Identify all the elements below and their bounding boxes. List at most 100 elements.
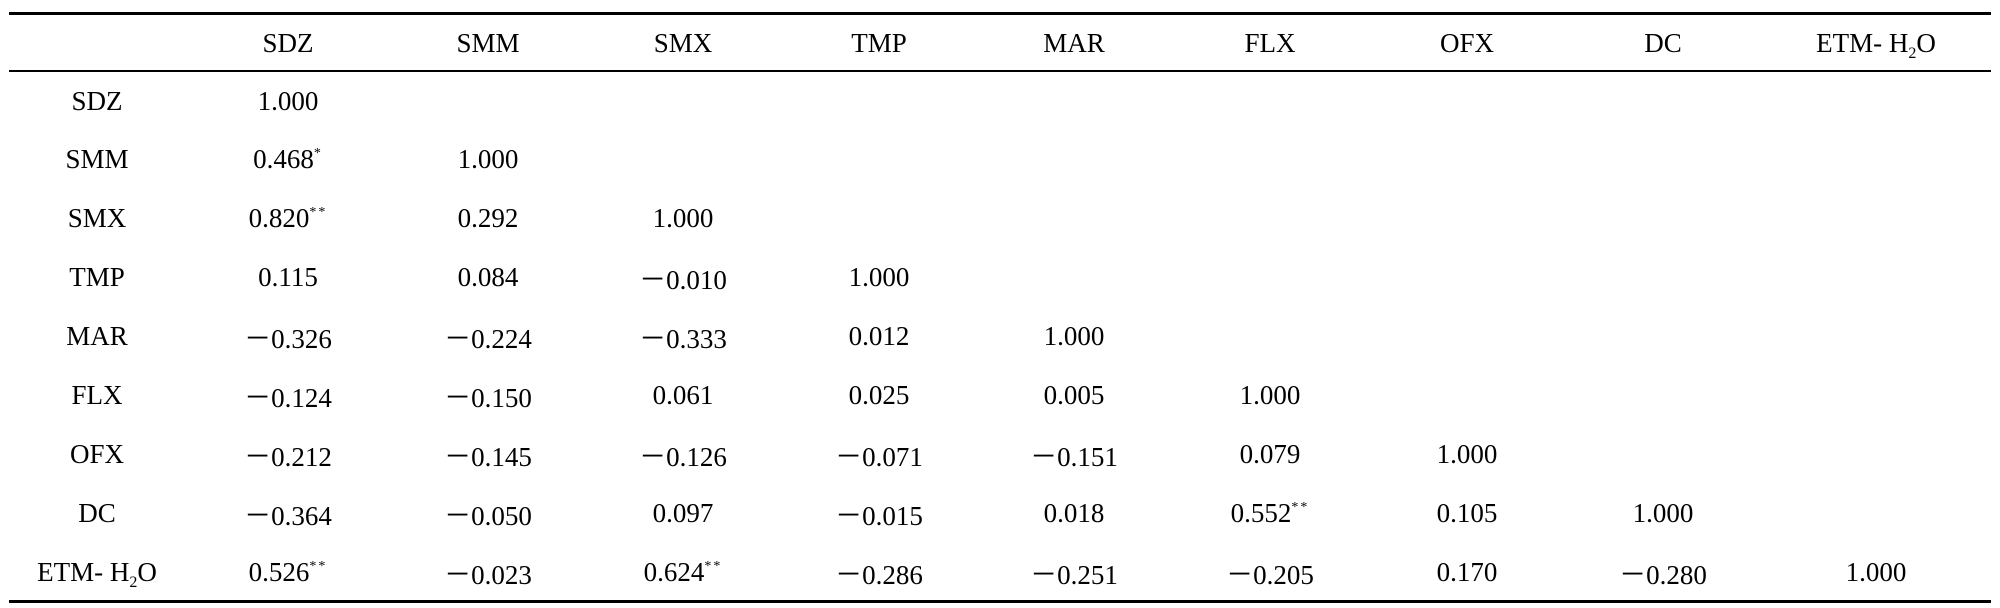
correlation-cell	[1171, 248, 1369, 307]
correlation-value: －0.286	[835, 560, 923, 590]
correlation-cell	[1369, 71, 1565, 130]
correlation-value: 0.084	[457, 262, 519, 292]
correlation-value: 0.820	[248, 203, 310, 233]
correlation-value: －0.333	[639, 324, 727, 354]
correlation-cell: 0.292	[391, 189, 585, 248]
correlation-cell	[1171, 307, 1369, 366]
correlation-cell	[1761, 366, 1991, 425]
correlation-value: 0.552	[1230, 498, 1292, 528]
column-header-8: ETM- H2O	[1761, 15, 1991, 71]
label-subscript: 2	[129, 574, 138, 591]
label-text: MAR	[1043, 27, 1105, 58]
correlation-value: 1.000	[1043, 321, 1105, 351]
correlation-cell: 0.526**	[185, 543, 391, 602]
column-header-1: SMM	[391, 15, 585, 71]
correlation-value: 1.000	[848, 262, 910, 292]
correlation-cell: 0.061	[585, 366, 781, 425]
correlation-cell: 1.000	[781, 248, 977, 307]
correlation-value: －0.150	[444, 383, 532, 413]
significance-marker: **	[1291, 500, 1310, 515]
correlation-cell	[391, 71, 585, 130]
label-text: OFX	[69, 439, 124, 469]
correlation-cell	[1565, 189, 1761, 248]
row-label: OFX	[9, 425, 185, 484]
correlation-cell: 0.005	[977, 366, 1171, 425]
column-header-4: MAR	[977, 15, 1171, 71]
row-label: SDZ	[9, 71, 185, 130]
correlation-cell	[1761, 484, 1991, 543]
column-header-0: SDZ	[185, 15, 391, 71]
correlation-value: －0.071	[835, 442, 923, 472]
correlation-cell: 0.624**	[585, 543, 781, 602]
correlation-cell: 0.025	[781, 366, 977, 425]
correlation-value: －0.205	[1226, 560, 1314, 590]
correlation-value: －0.364	[244, 501, 332, 531]
correlation-cell: －0.326	[185, 307, 391, 366]
correlation-cell: 0.079	[1171, 425, 1369, 484]
label-tail: O	[1916, 27, 1936, 58]
correlation-cell: 1.000	[1369, 425, 1565, 484]
correlation-cell	[781, 130, 977, 189]
correlation-value: 0.018	[1043, 498, 1105, 528]
label-text: MAR	[66, 321, 128, 351]
correlation-value: －0.212	[244, 442, 332, 472]
header-corner-cell	[9, 15, 185, 71]
correlation-cell: －0.205	[1171, 543, 1369, 602]
row-label: MAR	[9, 307, 185, 366]
correlation-cell: －0.023	[391, 543, 585, 602]
correlation-cell	[781, 71, 977, 130]
label-text: ETM- H	[1816, 27, 1909, 58]
correlation-cell: 1.000	[185, 71, 391, 130]
label-text: DC	[78, 498, 116, 528]
row-label: TMP	[9, 248, 185, 307]
correlation-cell: －0.124	[185, 366, 391, 425]
correlation-value: －0.124	[244, 383, 332, 413]
correlation-cell: 0.552**	[1171, 484, 1369, 543]
table-row: SMM 0.468* 1.000	[9, 130, 1991, 189]
correlation-value: 0.468	[253, 144, 314, 174]
correlation-cell	[1369, 366, 1565, 425]
label-text: SDZ	[71, 86, 123, 116]
correlation-value: －0.280	[1619, 560, 1707, 590]
row-label: FLX	[9, 366, 185, 425]
correlation-cell: －0.224	[391, 307, 585, 366]
correlation-value: 0.292	[457, 203, 519, 233]
table-row: SDZ 1.000	[9, 71, 1991, 130]
correlation-cell: 0.084	[391, 248, 585, 307]
correlation-cell	[1369, 248, 1565, 307]
correlation-cell: －0.015	[781, 484, 977, 543]
correlation-value: －0.224	[444, 324, 532, 354]
correlation-cell	[1761, 248, 1991, 307]
correlation-cell	[1565, 425, 1761, 484]
correlation-cell: 1.000	[977, 307, 1171, 366]
label-tail: O	[137, 557, 157, 587]
correlation-cell	[1761, 71, 1991, 130]
correlation-cell: －0.251	[977, 543, 1171, 602]
label-text: SMM	[65, 144, 129, 174]
correlation-cell: －0.145	[391, 425, 585, 484]
table-row: FLX －0.124 －0.150 0.061 0.025 0.005 1.000	[9, 366, 1991, 425]
correlation-cell	[1369, 307, 1565, 366]
correlation-cell	[1171, 71, 1369, 130]
correlation-cell	[1565, 248, 1761, 307]
correlation-cell	[977, 130, 1171, 189]
correlation-cell: 1.000	[1565, 484, 1761, 543]
correlation-cell: 1.000	[391, 130, 585, 189]
correlation-cell	[1761, 425, 1991, 484]
table-header-rule	[9, 70, 1991, 72]
table-top-rule	[9, 12, 1991, 15]
correlation-cell	[977, 71, 1171, 130]
correlation-value: 0.624	[643, 557, 705, 587]
row-label: DC	[9, 484, 185, 543]
correlation-cell: －0.333	[585, 307, 781, 366]
correlation-cell: 0.097	[585, 484, 781, 543]
correlation-cell	[1761, 189, 1991, 248]
correlation-value: －0.326	[244, 324, 332, 354]
correlation-cell	[1171, 130, 1369, 189]
correlation-value: 0.061	[652, 380, 714, 410]
correlation-value: －0.145	[444, 442, 532, 472]
correlation-cell	[1565, 130, 1761, 189]
table-header-row: SDZ SMM SMX TMP MAR FLX OFX DC ETM- H2O	[9, 15, 1991, 71]
significance-marker: **	[309, 559, 328, 574]
